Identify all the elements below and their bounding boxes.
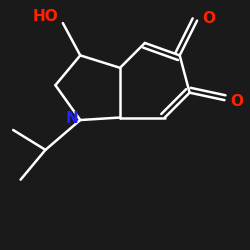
- Text: HO: HO: [32, 9, 58, 24]
- Text: N: N: [65, 111, 78, 126]
- Text: O: O: [202, 10, 215, 26]
- Text: O: O: [230, 94, 243, 109]
